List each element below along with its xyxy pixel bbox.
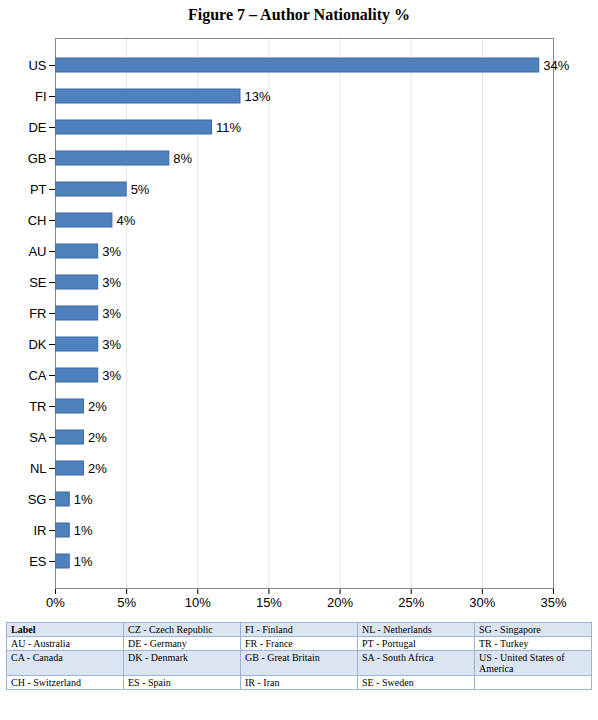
svg-text:2%: 2%: [88, 430, 107, 445]
svg-text:CA: CA: [28, 368, 46, 383]
svg-text:PT: PT: [30, 182, 47, 197]
svg-text:DE: DE: [28, 120, 46, 135]
svg-text:1%: 1%: [74, 492, 93, 507]
svg-text:1%: 1%: [74, 523, 93, 538]
html-text:Label: Label: [11, 624, 36, 635]
svg-text:DK: DK: [28, 337, 46, 352]
html-text:AU - Australia: AU - Australia: [11, 638, 70, 649]
html-text:SE - Sweden: SE - Sweden: [362, 677, 414, 688]
svg-text:US: US: [28, 58, 46, 73]
svg-text:2%: 2%: [88, 399, 107, 414]
svg-text:AU: AU: [28, 244, 46, 259]
html-text:SA - South Africa: SA - South Africa: [362, 652, 434, 663]
html-text:DK - Denmark: DK - Denmark: [128, 652, 188, 663]
svg-text:SE: SE: [29, 275, 47, 290]
svg-text:FR: FR: [29, 306, 46, 321]
html-text:PT - Portugal: PT - Portugal: [362, 638, 416, 649]
html-text:IR - Iran: IR - Iran: [245, 677, 280, 688]
html-text:CH - Switzerland: CH - Switzerland: [11, 677, 81, 688]
svg-text:FI: FI: [35, 89, 47, 104]
html-text:FR - France: FR - France: [245, 638, 293, 649]
svg-text:35%: 35%: [540, 595, 566, 610]
svg-text:3%: 3%: [102, 337, 121, 352]
svg-text:1%: 1%: [74, 554, 93, 569]
svg-text:30%: 30%: [469, 595, 495, 610]
svg-text:0%: 0%: [46, 595, 65, 610]
svg-text:ES: ES: [29, 554, 47, 569]
svg-text:NL: NL: [30, 461, 47, 476]
svg-text:2%: 2%: [88, 461, 107, 476]
svg-text:34%: 34%: [543, 58, 569, 73]
html-text:DE - Germany: DE - Germany: [128, 638, 187, 649]
svg-text:15%: 15%: [256, 595, 282, 610]
svg-text:GB: GB: [28, 151, 47, 166]
html-text:ES - Spain: ES - Spain: [128, 677, 171, 688]
svg-text:3%: 3%: [102, 368, 121, 383]
svg-text:SG: SG: [28, 492, 47, 507]
html-text:US - United States of America: US - United States of America: [479, 652, 565, 674]
svg-text:11%: 11%: [216, 120, 241, 135]
svg-text:CH: CH: [28, 213, 47, 228]
html-text:CA - Canada: CA - Canada: [11, 652, 63, 663]
svg-text:3%: 3%: [102, 275, 121, 290]
html-text:SG - Singapore: SG - Singapore: [479, 624, 541, 635]
html-text:FI - Finland: FI - Finland: [245, 624, 293, 635]
html-text:GB - Great Britain: GB - Great Britain: [245, 652, 320, 663]
svg-text:25%: 25%: [398, 595, 424, 610]
svg-text:10%: 10%: [185, 595, 211, 610]
svg-text:3%: 3%: [102, 244, 121, 259]
svg-text:5%: 5%: [131, 182, 150, 197]
html-text:TR - Turkey: TR - Turkey: [479, 638, 529, 649]
html-text:Figure 7 – Author Nationality: Figure 7 – Author Nationality %: [188, 6, 410, 23]
svg-text:IR: IR: [34, 523, 47, 538]
html-text:CZ - Czech Republic: CZ - Czech Republic: [128, 624, 213, 635]
svg-text:20%: 20%: [327, 595, 353, 610]
svg-text:SA: SA: [29, 430, 47, 445]
svg-text:3%: 3%: [102, 306, 121, 321]
svg-text:4%: 4%: [116, 213, 135, 228]
svg-text:13%: 13%: [244, 89, 270, 104]
svg-text:5%: 5%: [117, 595, 136, 610]
html-text:NL - Netherlands: NL - Netherlands: [362, 624, 432, 635]
svg-text:8%: 8%: [173, 151, 192, 166]
svg-text:TR: TR: [29, 399, 46, 414]
